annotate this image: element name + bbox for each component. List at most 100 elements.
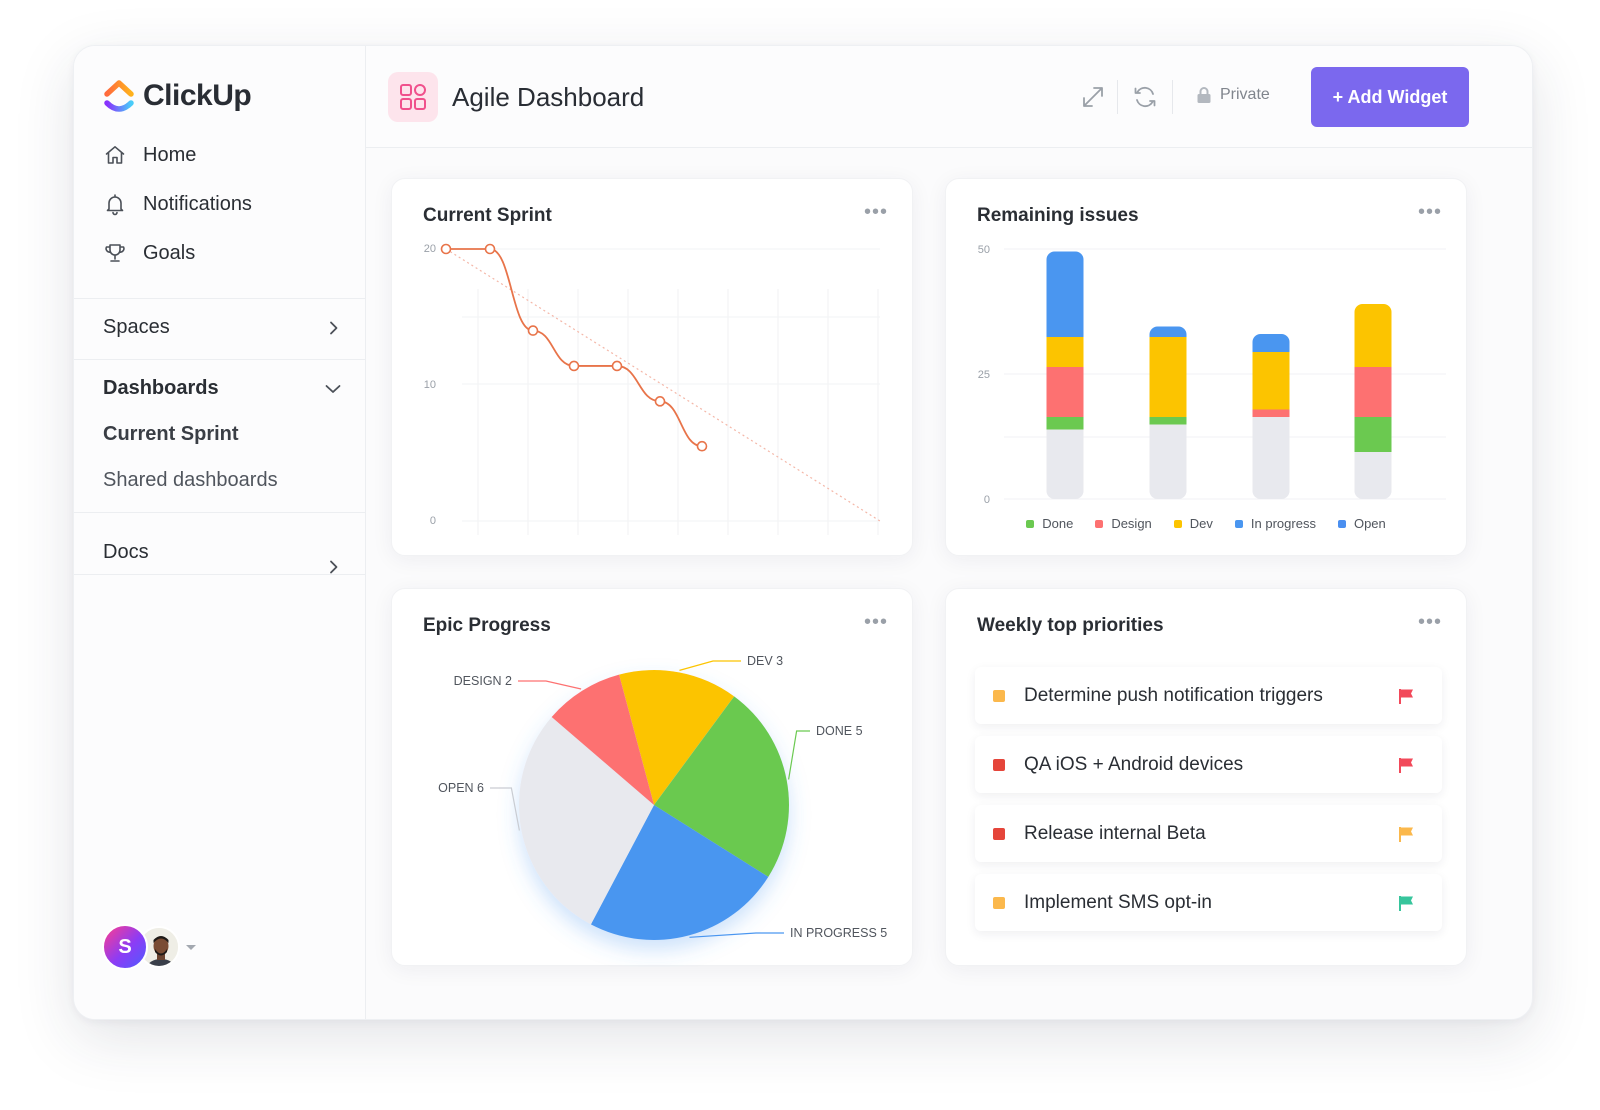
priority-row[interactable]: Implement SMS opt-in [975,874,1442,931]
bar-segment-open [1252,416,1290,499]
pie-leader-line [689,932,784,938]
y-tick-label: 0 [984,494,990,506]
header-divider [1117,80,1118,114]
pie-leader-line [518,680,582,690]
status-square[interactable] [993,896,1005,909]
nav-notifications-label: Notifications [143,192,252,215]
grid-icon [400,84,426,110]
bar-segment-open [1046,429,1084,499]
status-square[interactable] [993,827,1005,840]
priority-flag-icon[interactable] [1397,756,1415,774]
lock-icon [1197,87,1211,103]
bar-stack [1046,251,1084,499]
avatar-photo [138,926,180,968]
stacked-bar-chart: 50 25 0 [978,244,1446,506]
expand-icon[interactable] [1080,84,1106,110]
bar-stack [1149,326,1187,499]
nav-notifications[interactable]: Notifications [103,192,252,216]
data-point [440,243,452,255]
priority-row[interactable]: Release internal Beta [975,805,1442,862]
sidebar-divider [74,359,366,360]
status-square[interactable] [993,758,1005,771]
pie-slice [551,674,654,805]
bar-segment-dev [1046,336,1084,367]
widget-title: Current Sprint [423,205,552,226]
nav-home[interactable]: Home [103,143,196,167]
person-icon [140,928,178,966]
priority-flag-icon[interactable] [1397,894,1415,912]
y-tick-label: 50 [978,244,990,256]
pie-label: DONE 5 [816,724,863,738]
bar-segment-design [1252,409,1290,417]
pie-label: IN PROGRESS 5 [790,926,887,940]
sidebar-section-dashboards[interactable]: Dashboards [103,377,341,400]
user-menu[interactable]: S [102,924,196,970]
legend-label: Dev [1189,516,1213,531]
widget-title: Remaining issues [977,205,1139,226]
priority-label: QA iOS + Android devices [1024,753,1244,775]
priority-flag-icon[interactable] [1397,687,1415,705]
sidebar-item-shared-dashboards[interactable]: Shared dashboards [103,469,278,491]
priority-label: Release internal Beta [1024,822,1206,844]
status-square[interactable] [993,689,1005,702]
pie-leader-line [788,730,810,780]
sidebar-divider [74,574,366,575]
priority-flag-icon[interactable] [1397,825,1415,843]
bar-segment-dev [1354,304,1392,367]
nav-goals[interactable]: Goals [103,241,195,265]
more-options-icon[interactable]: ••• [1417,201,1442,223]
chevron-right-icon [330,321,338,334]
sidebar: ClickUp Home Notifications Goals Spaces … [74,46,366,1019]
widget-weekly-priorities: Weekly top priorities ••• Determine push… [945,588,1467,966]
add-widget-button[interactable]: + Add Widget [1311,67,1469,127]
legend-swatch [1026,519,1035,528]
legend-item: Done [1026,516,1073,531]
bar-segment-done [1149,416,1187,425]
legend-item: Dev [1173,516,1213,531]
chart-legend: Done Design Dev In progress Open [946,516,1466,531]
more-options-icon[interactable]: ••• [863,611,888,633]
bar-segment-dev [1149,336,1187,417]
more-options-icon[interactable]: ••• [1417,611,1442,633]
data-point [696,440,708,452]
dashboard-header: Agile Dashboard Private + Add Widget [366,46,1532,148]
chevron-down-icon [325,384,341,393]
bar-segment-open [1354,451,1392,499]
privacy-toggle[interactable]: Private [1196,86,1270,104]
priority-row[interactable]: Determine push notification triggers [975,667,1442,724]
pie-leader-line [679,660,741,671]
widget-title: Epic Progress [423,615,551,636]
ideal-line [445,248,881,522]
legend-label: Done [1042,516,1074,531]
data-point [568,360,580,372]
priority-row[interactable]: QA iOS + Android devices [975,736,1442,793]
spaces-label: Spaces [103,316,170,338]
clickup-logo[interactable]: ClickUp [103,78,252,114]
legend-label: Design [1111,516,1152,531]
bar-segment-done [1046,416,1084,430]
sidebar-divider [74,512,366,513]
sidebar-section-docs[interactable]: Docs [103,530,341,574]
caret-down-icon [186,944,196,950]
app-window: ClickUp Home Notifications Goals Spaces … [73,45,1533,1020]
nav-goals-label: Goals [143,241,196,264]
widget-current-sprint: Current Sprint ••• 20 10 0 [391,178,913,556]
sidebar-item-current-sprint[interactable]: Current Sprint [103,423,239,445]
bar-stack [1252,334,1290,499]
pie-label: DEV 3 [747,654,783,668]
more-options-icon[interactable]: ••• [863,201,888,223]
pie-slice [519,716,654,925]
refresh-icon[interactable] [1132,84,1158,110]
legend-swatch [1234,519,1243,528]
legend-item: Design [1095,516,1152,531]
data-point [527,325,539,336]
legend-label: Open [1353,516,1386,531]
legend-item: In progress [1234,516,1316,531]
bar-segment-in-progress [1046,251,1084,337]
pie-label: DESIGN 2 [454,674,512,688]
chevron-right-icon [330,560,338,574]
bar-segment-design [1046,366,1084,417]
legend-swatch [1337,519,1346,528]
bar-segment-open [1149,424,1187,499]
sidebar-section-spaces[interactable]: Spaces [103,316,341,339]
